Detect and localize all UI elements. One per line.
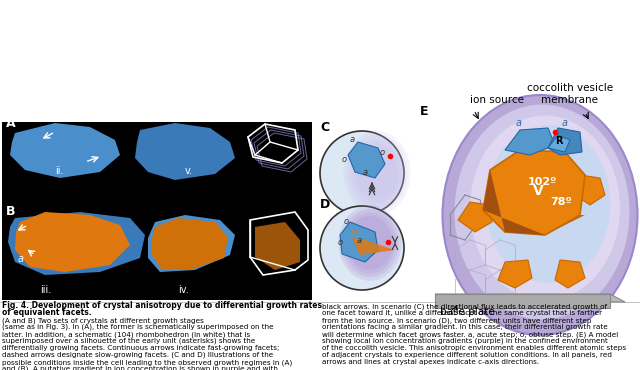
Text: a: a <box>357 236 362 245</box>
Text: A: A <box>6 117 15 130</box>
Text: a: a <box>350 135 355 144</box>
Polygon shape <box>435 294 625 302</box>
Ellipse shape <box>454 104 630 320</box>
Polygon shape <box>352 238 395 255</box>
Text: possible conditions inside the cell leading to the observed growth regimes in (A: possible conditions inside the cell lead… <box>2 359 292 366</box>
Bar <box>435 294 610 308</box>
Text: R: R <box>555 136 563 146</box>
Polygon shape <box>15 212 130 272</box>
Text: coccolith vesicle
membrane: coccolith vesicle membrane <box>527 83 613 105</box>
Text: 78º: 78º <box>550 197 572 207</box>
Text: dashed arrows designate slow-growing facets. (C and D) Illustrations of the: dashed arrows designate slow-growing fac… <box>2 352 273 359</box>
Text: of equivalent facets.: of equivalent facets. <box>2 308 92 317</box>
Ellipse shape <box>350 139 404 207</box>
Ellipse shape <box>353 143 401 203</box>
Ellipse shape <box>470 115 620 300</box>
Polygon shape <box>505 128 555 155</box>
Polygon shape <box>458 202 492 232</box>
Text: Fig. 4. Development of crystal anisotropy due to differential growth rates: Fig. 4. Development of crystal anisotrop… <box>2 301 322 310</box>
Text: orientations facing a similar gradient. In this case, their differential growth : orientations facing a similar gradient. … <box>322 324 608 330</box>
Ellipse shape <box>339 205 401 281</box>
Polygon shape <box>255 222 300 270</box>
Polygon shape <box>555 260 585 288</box>
Ellipse shape <box>356 147 398 199</box>
Polygon shape <box>148 215 235 272</box>
Text: (A and B) Two sets of crystals at different growth stages: (A and B) Two sets of crystals at differ… <box>2 317 204 323</box>
Text: base plate: base plate <box>440 307 495 317</box>
Text: will determine which facet grows faster. a, acute step; o, obtuse step. (E) A mo: will determine which facet grows faster.… <box>322 331 618 337</box>
Polygon shape <box>135 123 235 180</box>
Text: a: a <box>352 227 358 236</box>
Text: a: a <box>516 118 522 128</box>
Text: black arrows. In scenario (C) the directional flux leads to accelerated growth o: black arrows. In scenario (C) the direct… <box>322 303 607 309</box>
Polygon shape <box>575 175 605 205</box>
Polygon shape <box>548 128 582 155</box>
Polygon shape <box>483 150 585 235</box>
Polygon shape <box>498 260 532 288</box>
Circle shape <box>320 206 404 290</box>
Text: from the ion source. In scenario (D), two different units have different step: from the ion source. In scenario (D), tw… <box>322 317 591 323</box>
Text: showing local ion concentration gradients (purple) in the confined environment: showing local ion concentration gradient… <box>322 338 608 344</box>
Text: V: V <box>533 184 544 198</box>
Polygon shape <box>340 222 378 262</box>
Ellipse shape <box>344 212 396 273</box>
Polygon shape <box>548 135 570 152</box>
Text: superimposed over a silhouette of the early unit (asterisks) shows the: superimposed over a silhouette of the ea… <box>2 338 255 344</box>
Text: D: D <box>320 198 330 211</box>
Ellipse shape <box>348 216 392 270</box>
Polygon shape <box>152 218 228 270</box>
Text: ii.: ii. <box>55 166 63 176</box>
Polygon shape <box>8 212 145 275</box>
Ellipse shape <box>342 209 399 277</box>
Text: 102º: 102º <box>528 177 557 187</box>
Text: a: a <box>18 254 24 264</box>
Text: ion source: ion source <box>470 95 524 105</box>
Text: o: o <box>338 238 343 247</box>
Text: a: a <box>363 168 368 177</box>
Polygon shape <box>483 170 545 235</box>
Text: and (B). A putative gradient in ion concentration is shown in purple and with: and (B). A putative gradient in ion conc… <box>2 366 278 370</box>
Text: (same as in Fig. 3). In (A), the former is schematically superimposed on the: (same as in Fig. 3). In (A), the former … <box>2 324 274 330</box>
Text: of the coccolith vesicle. This anisotropic environment enables different atomic : of the coccolith vesicle. This anisotrop… <box>322 345 626 351</box>
Text: one facet toward it, unlike a different facet on the same crystal that is farthe: one facet toward it, unlike a different … <box>322 310 602 316</box>
Text: v.: v. <box>185 166 193 176</box>
Text: o: o <box>380 148 385 157</box>
Circle shape <box>320 131 404 215</box>
Text: of adjacent crystals to experience different solution conditions. In all panels,: of adjacent crystals to experience diffe… <box>322 352 612 358</box>
Text: B: B <box>6 205 15 218</box>
Ellipse shape <box>347 135 408 211</box>
Polygon shape <box>10 123 120 178</box>
Text: iii.: iii. <box>40 285 51 295</box>
Text: C: C <box>320 121 329 134</box>
Text: a: a <box>562 118 568 128</box>
FancyBboxPatch shape <box>2 122 312 300</box>
Text: latter. In addition, a schematic (104) rhombohedron (in white) that is: latter. In addition, a schematic (104) r… <box>2 331 250 337</box>
Text: E: E <box>420 105 429 118</box>
Text: differentially growing facets. Continuous arrows indicate fast-growing facets;: differentially growing facets. Continuou… <box>2 345 280 351</box>
Text: arrows and lines at crystal apexes indicate c-axis directions.: arrows and lines at crystal apexes indic… <box>322 359 539 365</box>
Text: o: o <box>342 155 347 164</box>
Text: o: o <box>344 217 349 226</box>
Ellipse shape <box>442 95 637 335</box>
Ellipse shape <box>344 131 411 215</box>
Ellipse shape <box>486 125 611 283</box>
Polygon shape <box>348 142 385 178</box>
Polygon shape <box>545 215 585 235</box>
Text: iv.: iv. <box>178 285 189 295</box>
